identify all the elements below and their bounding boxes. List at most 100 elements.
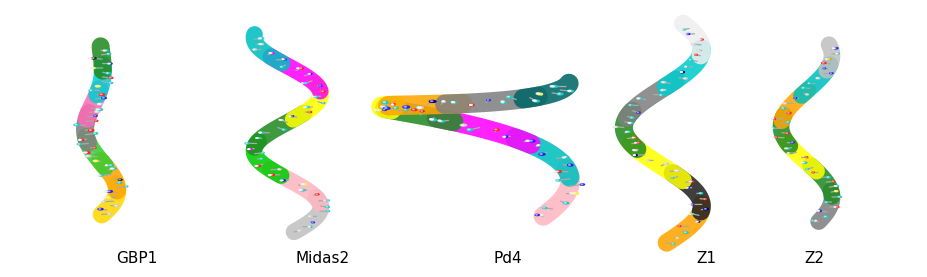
Circle shape <box>271 53 274 54</box>
Circle shape <box>675 170 677 171</box>
Circle shape <box>683 232 688 233</box>
Circle shape <box>567 164 573 166</box>
Circle shape <box>98 109 100 110</box>
Circle shape <box>260 38 261 39</box>
Circle shape <box>685 66 688 67</box>
Circle shape <box>466 129 473 131</box>
Circle shape <box>383 109 385 110</box>
Circle shape <box>108 82 112 83</box>
Circle shape <box>815 220 817 221</box>
Circle shape <box>311 222 314 223</box>
Circle shape <box>98 208 103 210</box>
Circle shape <box>391 104 394 105</box>
Circle shape <box>699 39 700 40</box>
Circle shape <box>382 102 388 104</box>
Circle shape <box>413 109 414 110</box>
Circle shape <box>838 196 842 198</box>
Circle shape <box>324 200 325 201</box>
Circle shape <box>92 58 96 59</box>
Circle shape <box>245 143 249 144</box>
Circle shape <box>451 101 456 103</box>
Circle shape <box>785 148 787 149</box>
Circle shape <box>554 171 557 172</box>
Circle shape <box>322 91 325 92</box>
Circle shape <box>806 94 808 95</box>
Circle shape <box>304 83 307 84</box>
Circle shape <box>689 204 691 205</box>
Circle shape <box>119 179 121 180</box>
Circle shape <box>503 136 508 137</box>
Circle shape <box>94 160 98 162</box>
Circle shape <box>786 148 790 149</box>
Circle shape <box>786 122 790 123</box>
Circle shape <box>830 73 833 74</box>
Circle shape <box>794 98 796 99</box>
Circle shape <box>80 139 83 140</box>
Circle shape <box>390 104 395 105</box>
Circle shape <box>791 142 794 143</box>
Circle shape <box>285 59 286 60</box>
Circle shape <box>302 184 307 185</box>
Circle shape <box>697 221 698 222</box>
Circle shape <box>405 109 406 110</box>
Circle shape <box>536 93 540 94</box>
Circle shape <box>494 129 500 130</box>
Circle shape <box>568 90 574 92</box>
Circle shape <box>533 100 534 101</box>
Circle shape <box>632 137 634 138</box>
Circle shape <box>95 111 100 112</box>
Circle shape <box>261 152 264 153</box>
Circle shape <box>564 156 569 158</box>
Text: GBP1: GBP1 <box>117 251 158 266</box>
Circle shape <box>634 150 637 151</box>
Text: Z2: Z2 <box>804 251 824 266</box>
Circle shape <box>309 73 311 75</box>
Circle shape <box>109 63 110 64</box>
Circle shape <box>558 93 560 94</box>
Circle shape <box>85 155 91 157</box>
Circle shape <box>837 53 839 54</box>
Circle shape <box>280 180 283 181</box>
Circle shape <box>633 155 637 156</box>
Circle shape <box>801 162 804 163</box>
Circle shape <box>502 102 503 103</box>
Circle shape <box>775 137 778 138</box>
Circle shape <box>97 109 103 110</box>
Circle shape <box>102 201 105 202</box>
Circle shape <box>833 48 838 49</box>
Circle shape <box>107 191 112 192</box>
Circle shape <box>537 93 538 94</box>
Circle shape <box>827 177 831 178</box>
Circle shape <box>404 109 408 110</box>
Circle shape <box>281 180 286 181</box>
Circle shape <box>533 100 536 101</box>
Circle shape <box>556 171 562 172</box>
Circle shape <box>539 153 545 155</box>
Circle shape <box>639 98 641 99</box>
Circle shape <box>260 43 263 45</box>
Circle shape <box>403 106 410 108</box>
Circle shape <box>701 39 704 40</box>
Circle shape <box>834 191 838 192</box>
Circle shape <box>384 107 390 109</box>
Circle shape <box>308 226 310 227</box>
Circle shape <box>836 53 837 54</box>
Circle shape <box>301 184 303 185</box>
Circle shape <box>832 181 834 182</box>
Circle shape <box>110 168 112 169</box>
Circle shape <box>105 50 108 51</box>
Circle shape <box>84 152 85 153</box>
Circle shape <box>806 157 807 158</box>
Circle shape <box>77 143 82 145</box>
Circle shape <box>529 140 535 142</box>
Circle shape <box>563 157 565 158</box>
Circle shape <box>704 208 708 210</box>
Circle shape <box>534 100 540 102</box>
Circle shape <box>634 137 637 138</box>
Circle shape <box>580 184 585 185</box>
Circle shape <box>495 129 497 130</box>
Circle shape <box>664 163 668 165</box>
Circle shape <box>637 112 641 113</box>
Circle shape <box>661 81 666 83</box>
Circle shape <box>430 119 437 121</box>
